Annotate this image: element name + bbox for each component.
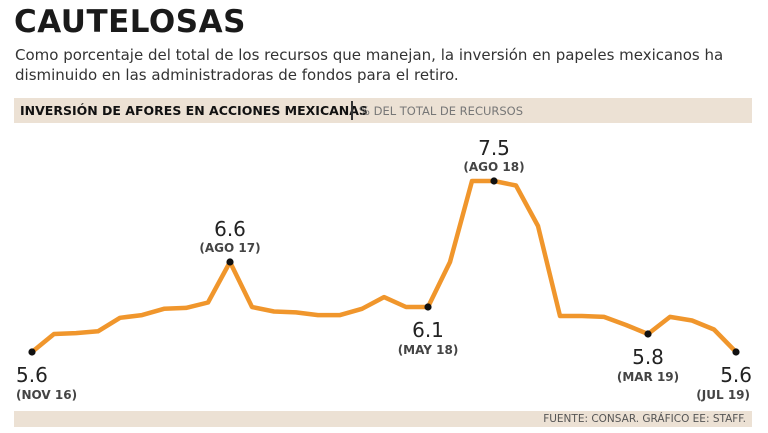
data-point-marker [424,303,432,311]
data-value-label: 5.6 [16,363,48,387]
chart-header-separator [351,101,353,120]
chart-header-band: INVERSIÓN DE AFORES EN ACCIONES MEXICANA… [14,98,752,123]
page-title: CAUTELOSAS [14,4,246,40]
page-subtitle: Como porcentaje del total de los recurso… [15,46,724,84]
data-value-label: 6.6 [214,217,246,241]
data-date-label: (NOV 16) [16,388,77,402]
footer-band: FUENTE: CONSAR. GRÁFICO EE: STAFF. [14,411,752,427]
data-date-label: (AGO 18) [463,160,524,174]
data-date-label: (MAY 18) [398,343,459,357]
data-point-marker [490,177,498,185]
data-point-marker [644,330,652,338]
source-note: FUENTE: CONSAR. GRÁFICO EE: STAFF. [543,413,746,425]
data-date-label: (AGO 17) [199,241,260,255]
data-value-label: 5.6 [720,363,752,387]
data-point-marker [226,258,234,266]
data-point-marker [28,348,36,356]
chart-title: INVERSIÓN DE AFORES EN ACCIONES MEXICANA… [20,103,368,118]
data-value-label: 6.1 [412,318,444,342]
data-value-label: 7.5 [478,136,510,160]
chart-unit-label: % DEL TOTAL DE RECURSOS [359,104,524,118]
data-value-label: 5.8 [632,345,664,369]
data-date-label: (MAR 19) [617,370,679,384]
data-date-label: (JUL 19) [696,388,750,402]
data-point-marker [732,348,740,356]
series-line [29,178,739,355]
